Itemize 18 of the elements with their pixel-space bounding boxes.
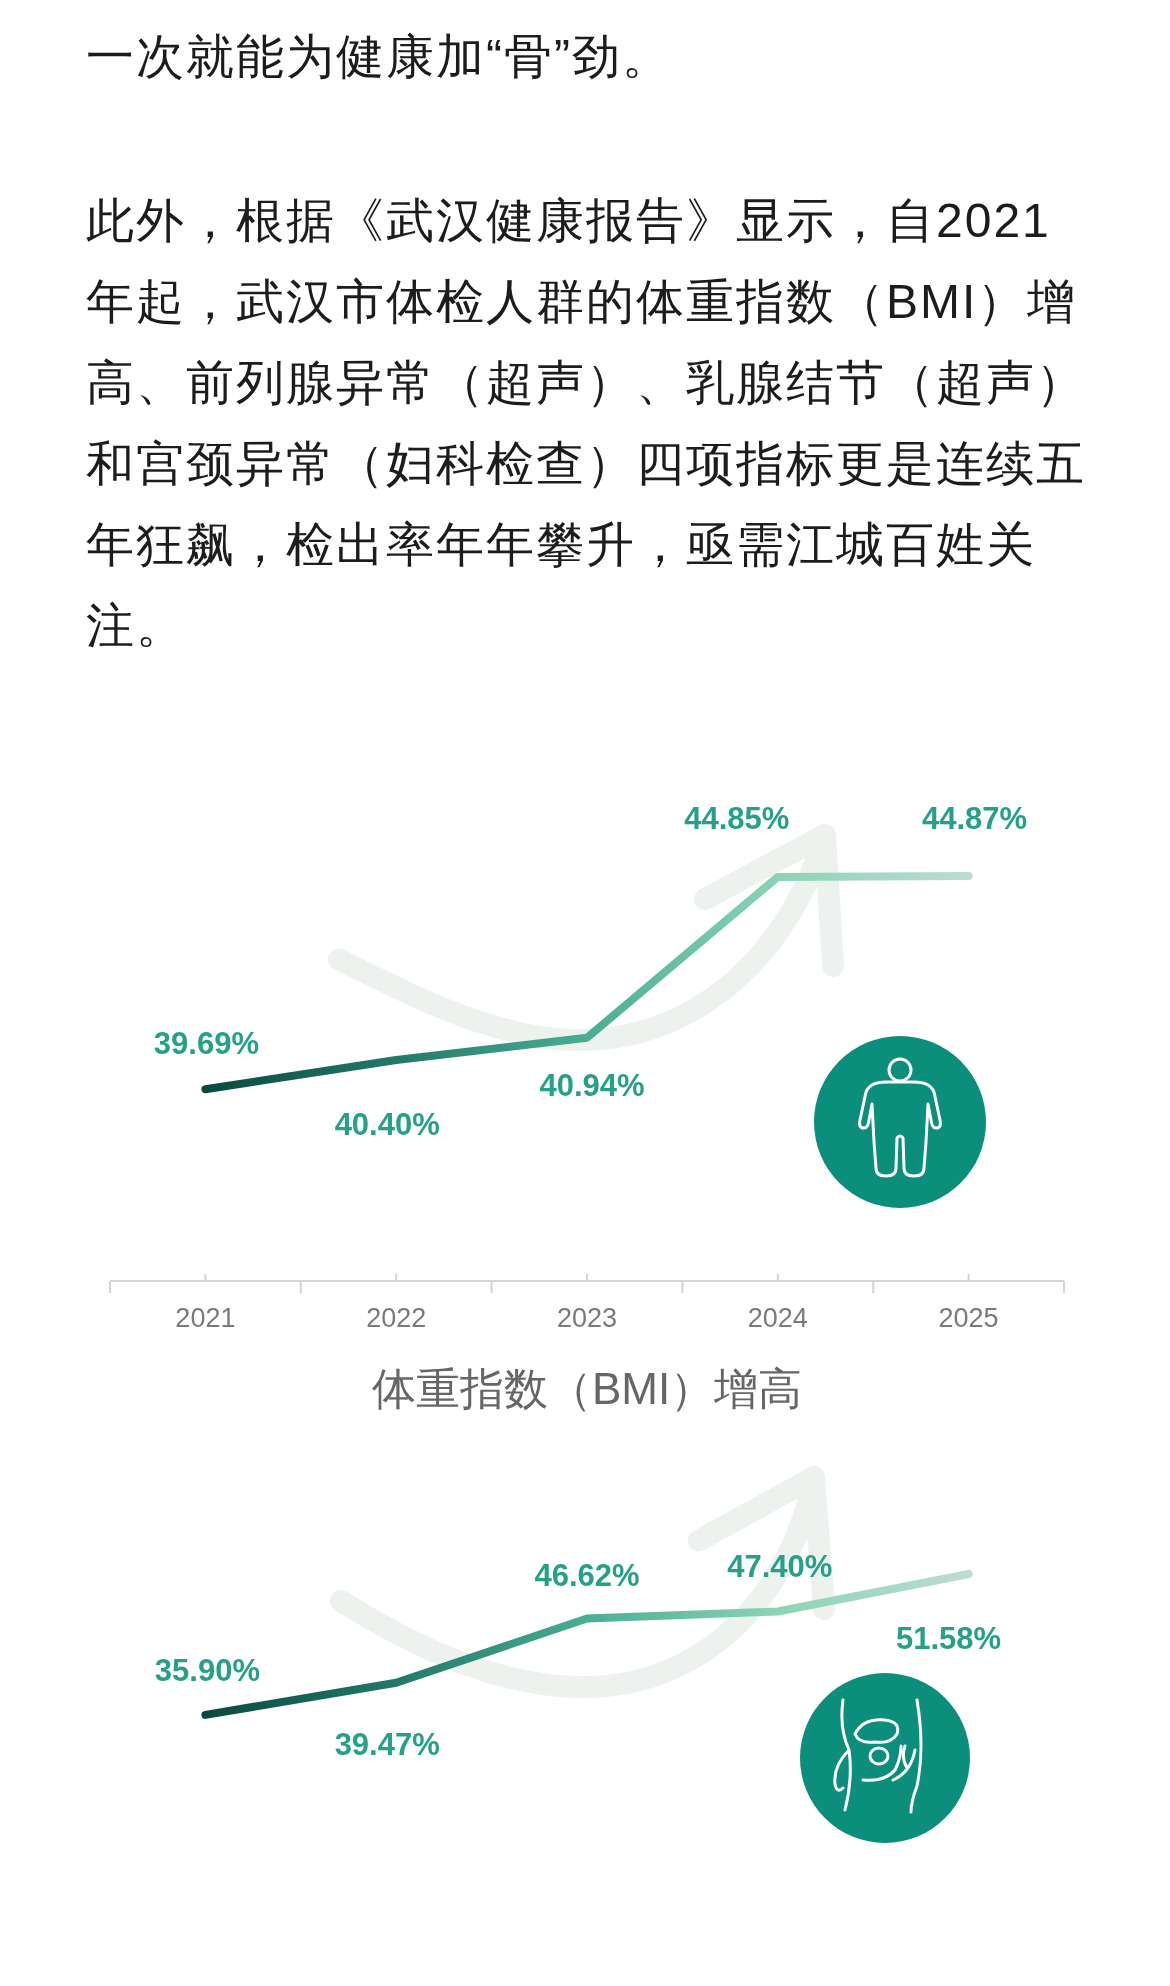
data-label: 40.40% xyxy=(334,1107,440,1143)
data-label: 40.94% xyxy=(539,1068,645,1104)
x-tick-label: 2024 xyxy=(747,1303,808,1333)
x-tick-label: 2023 xyxy=(556,1303,618,1333)
data-label: 44.87% xyxy=(922,800,1028,836)
data-label: 35.90% xyxy=(154,1653,260,1689)
x-tick-label: 2022 xyxy=(366,1303,427,1333)
text: 体重指数（BMI）增高 xyxy=(370,1363,804,1415)
x-tick-label: 2025 xyxy=(938,1303,999,1333)
data-label: 44.85% xyxy=(684,801,790,837)
data-label: 39.47% xyxy=(334,1727,440,1763)
data-label: 46.62% xyxy=(534,1558,640,1594)
data-label: 47.40% xyxy=(727,1549,833,1585)
text: 一次就能为健康加“骨”劲。 xyxy=(86,29,673,85)
data-label: 39.69% xyxy=(153,1025,259,1061)
text: 此外，根据《武汉健康报告》显示，自2021年起，武汉市体检人群的体重指数（BMI）增高、前列腺异常（超声）、乳腺结节（超声）和宫颈异常（妇科检查）四项指标更是连续五年狂飙，检出率年年攀升，亟需江城百姓关注。 xyxy=(86,193,1087,654)
x-tick-label: 2021 xyxy=(175,1303,236,1333)
data-label: 51.58% xyxy=(896,1621,1002,1657)
